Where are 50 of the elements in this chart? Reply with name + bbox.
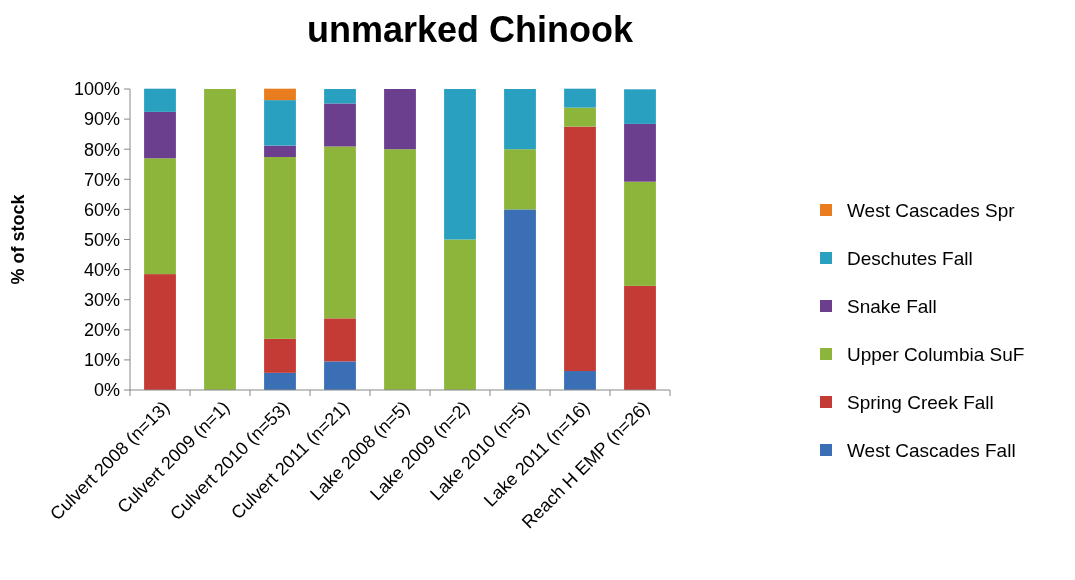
bar xyxy=(564,88,596,108)
y-tick-label: 70% xyxy=(83,169,120,190)
y-tick-label: 90% xyxy=(83,109,120,130)
legend-label: Upper Columbia SuF xyxy=(847,343,1025,365)
bar xyxy=(624,123,656,182)
y-tick-label: 10% xyxy=(83,350,120,371)
bar xyxy=(564,371,596,390)
bar xyxy=(324,103,356,147)
bar xyxy=(144,158,176,275)
y-tick-label: 50% xyxy=(83,229,120,250)
bar xyxy=(504,209,536,390)
bar xyxy=(264,338,296,373)
bar xyxy=(144,111,176,159)
bar xyxy=(324,318,356,362)
bar xyxy=(384,149,416,390)
legend-label: Snake Fall xyxy=(847,295,937,317)
bar xyxy=(564,126,596,372)
bar xyxy=(264,157,296,339)
bar xyxy=(624,181,656,286)
bar xyxy=(324,361,356,390)
bar xyxy=(504,89,536,150)
y-tick-label: 60% xyxy=(83,199,120,220)
y-tick-label: 40% xyxy=(83,259,120,280)
bar xyxy=(204,89,236,390)
bar xyxy=(624,285,656,390)
y-tick-label: 20% xyxy=(83,320,120,341)
chart-title: unmarked Chinook xyxy=(306,9,634,50)
bar xyxy=(504,149,536,210)
bar xyxy=(264,145,296,158)
bar xyxy=(324,89,356,104)
bar xyxy=(384,89,416,150)
legend-label: West Cascades Spr xyxy=(847,199,1016,221)
y-axis-title: % of stock xyxy=(8,193,28,285)
y-tick-label: 0% xyxy=(93,380,120,401)
y-tick-label: 30% xyxy=(83,290,120,310)
legend-label: Deschutes Fall xyxy=(847,247,973,269)
y-tick-label: 80% xyxy=(83,139,120,160)
bar xyxy=(264,88,296,101)
bar xyxy=(144,88,176,112)
bar xyxy=(264,100,296,146)
y-tick-label: 100% xyxy=(73,79,120,100)
bar xyxy=(624,89,656,124)
bar xyxy=(444,89,476,240)
bar xyxy=(444,239,476,390)
bar xyxy=(144,274,176,390)
bar xyxy=(564,107,596,127)
legend-label: West Cascades Fall xyxy=(847,439,1016,461)
bar xyxy=(324,146,356,319)
bar xyxy=(264,372,296,390)
legend-label: Spring Creek Fall xyxy=(847,391,994,413)
